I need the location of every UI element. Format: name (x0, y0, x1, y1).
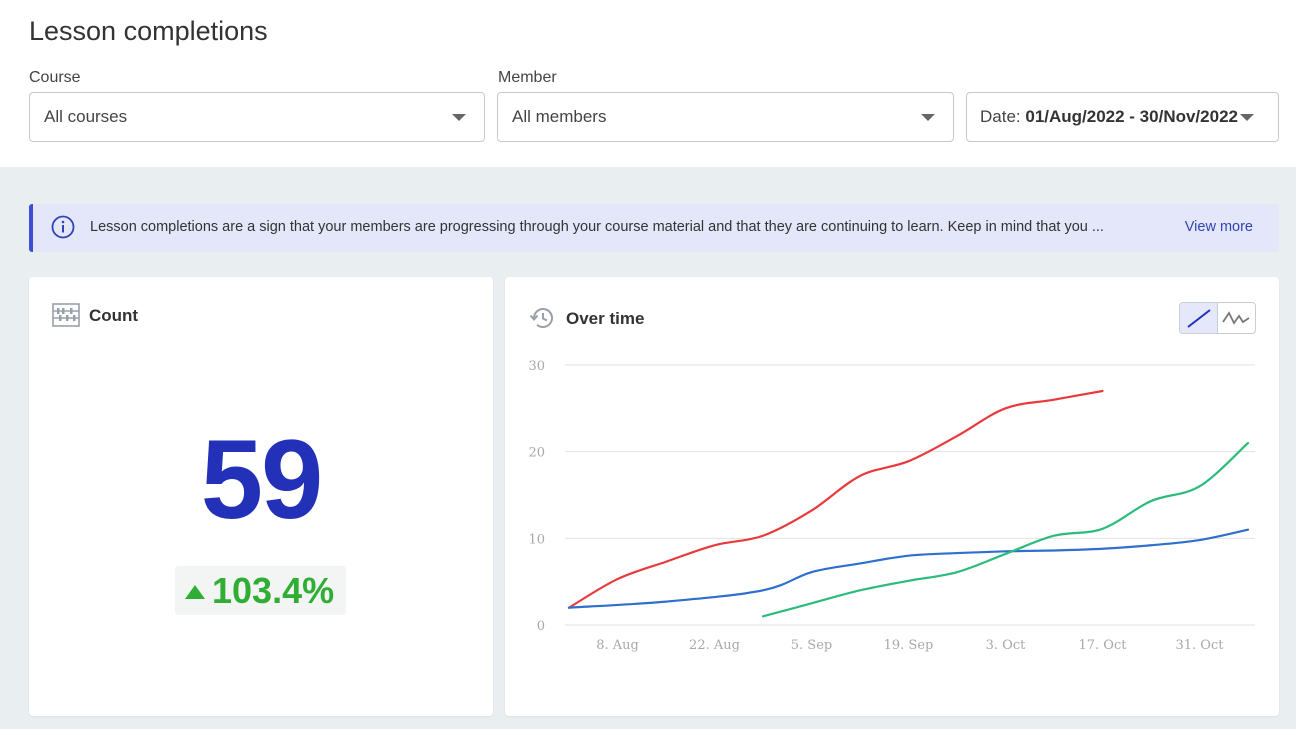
y-tick-label: 30 (528, 359, 545, 374)
page-title: Lesson completions (29, 16, 268, 46)
date-range-value: 01/Aug/2022 - 30/Nov/2022 (1025, 107, 1238, 126)
count-title: Count (89, 306, 139, 325)
count-value: 59 (200, 417, 324, 542)
spline-view-button[interactable] (1218, 303, 1255, 333)
banner-text: Lesson completions are a sign that your … (90, 219, 1104, 235)
line-chart-icon (1187, 309, 1211, 328)
y-tick-label: 0 (537, 619, 545, 634)
series-line-3 (761, 441, 1250, 618)
spline-chart-icon (1222, 311, 1250, 325)
course-select-value: All courses (44, 107, 128, 126)
x-tick-label: 22. Aug (689, 638, 740, 653)
change-value: 103.4% (212, 570, 335, 611)
chart-view-toggle (1179, 302, 1256, 334)
info-icon (51, 215, 75, 239)
arrow-up-icon (185, 585, 205, 599)
over-time-title: Over time (566, 309, 645, 328)
x-tick-label: 3. Oct (986, 638, 1026, 653)
change-badge: 103.4% (175, 566, 346, 615)
history-icon (529, 308, 553, 328)
member-filter-label: Member (498, 69, 557, 86)
filter-header: Lesson completions Course All courses Me… (0, 0, 1296, 167)
x-tick-label: 5. Sep (791, 638, 832, 653)
course-filter-label: Course (29, 69, 81, 86)
chevron-down-icon (1240, 114, 1254, 121)
x-tick-label: 19. Sep (884, 638, 934, 653)
abacus-icon (52, 303, 80, 327)
y-tick-label: 20 (528, 446, 545, 461)
line-view-button[interactable] (1180, 303, 1218, 333)
chevron-down-icon (452, 114, 466, 121)
line-chart: 0 10 20 30 8. Aug 22. Aug 5. Sep 19. Sep 3. Oct… (528, 359, 1255, 653)
info-banner: Lesson completions are a sign that your … (29, 204, 1279, 252)
x-tick-label: 17. Oct (1079, 638, 1128, 653)
count-card: Count 59 103.4% (29, 277, 493, 716)
x-tick-label: 8. Aug (596, 638, 639, 653)
date-range-prefix: Date: (980, 107, 1026, 126)
member-select-value: All members (512, 107, 607, 126)
series-line-1 (567, 389, 1104, 609)
series-line-2 (567, 528, 1250, 609)
date-range-select[interactable]: Date: 01/Aug/2022 - 30/Nov/2022 (966, 92, 1279, 142)
x-tick-label: 31. Oct (1176, 638, 1225, 653)
course-select[interactable]: All courses (29, 92, 485, 142)
member-select[interactable]: All members (497, 92, 954, 142)
y-tick-label: 10 (528, 532, 545, 547)
chevron-down-icon (921, 114, 935, 121)
over-time-card: Over time 0 10 20 30 8. Aug 22. Aug 5. Sep 19.… (505, 277, 1279, 716)
view-more-link[interactable]: View more (1184, 219, 1253, 235)
